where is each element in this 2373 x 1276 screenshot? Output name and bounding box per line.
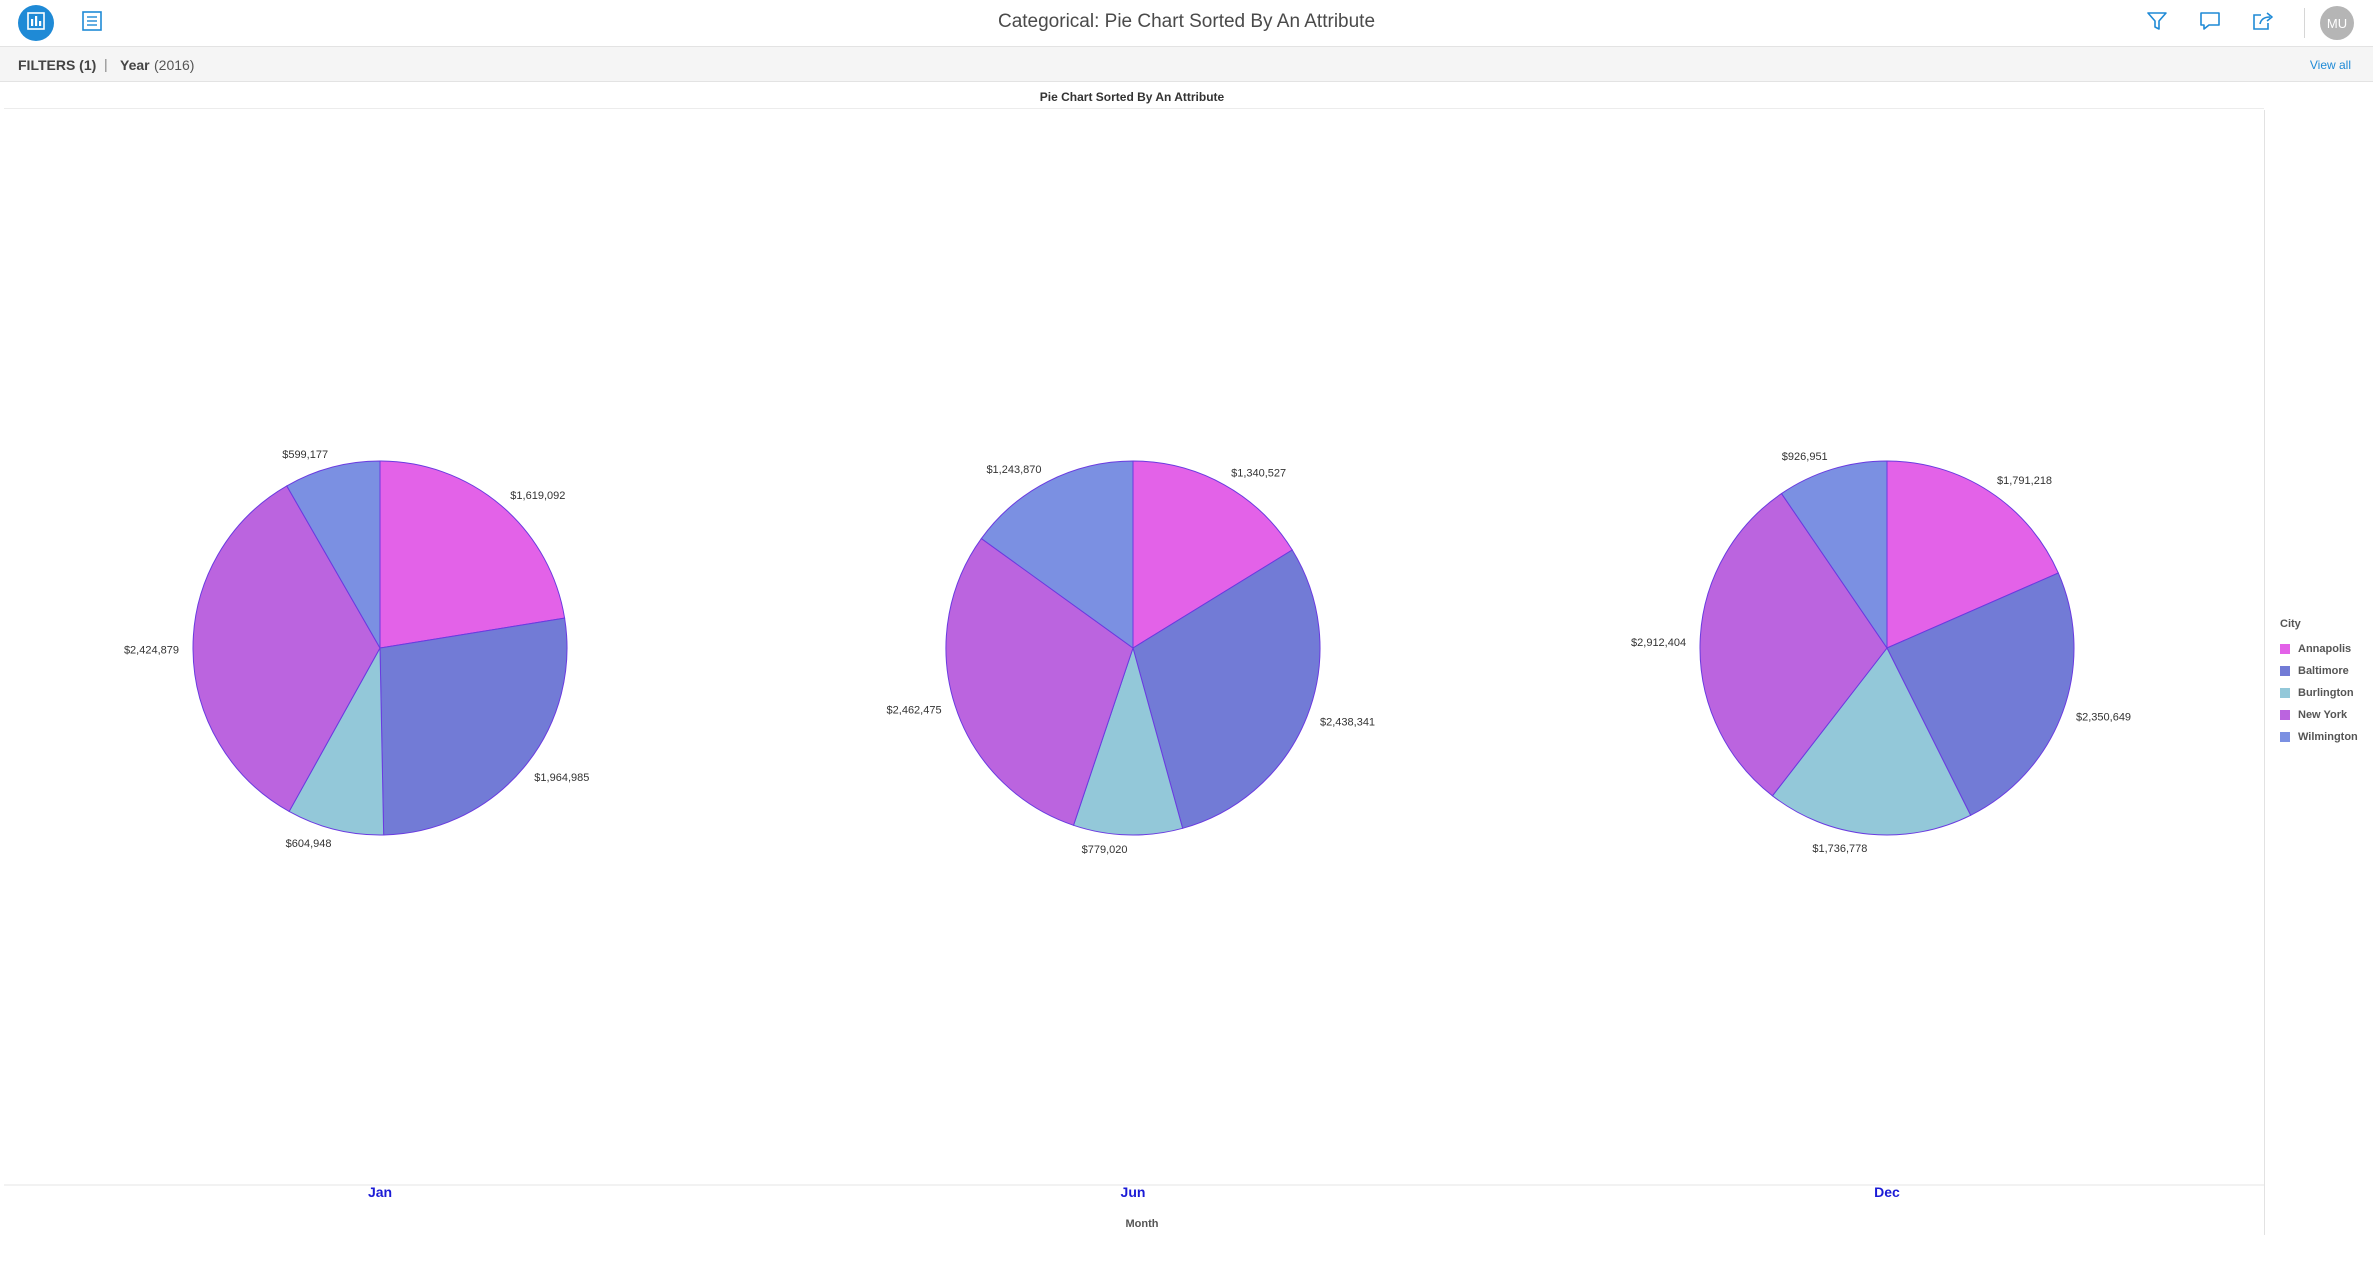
filter-year-name[interactable]: Year: [120, 57, 150, 73]
list-view-button[interactable]: [79, 10, 105, 36]
chart-view-button[interactable]: [18, 5, 54, 41]
list-view-icon: [81, 10, 103, 37]
share-icon: [2251, 10, 2275, 37]
legend-item[interactable]: Burlington: [2280, 682, 2358, 704]
pie-slice-dec-annapolis[interactable]: [1886, 460, 2059, 649]
pie-data-label: $2,462,475: [887, 705, 942, 717]
legend-item[interactable]: Annapolis: [2280, 638, 2358, 660]
pie-data-label: $1,964,985: [534, 772, 589, 784]
facet-label-jun[interactable]: Jun: [1121, 1184, 1146, 1200]
chart-title: Pie Chart Sorted By An Attribute: [1039, 90, 1225, 104]
toolbar-divider: [2304, 8, 2305, 38]
pie-slice-dec-burlington[interactable]: [1771, 647, 1972, 836]
pie-data-label: $599,177: [282, 449, 328, 461]
facet-label-dec[interactable]: Dec: [1874, 1184, 1900, 1200]
x-axis-title: Month: [1126, 1218, 1159, 1230]
pie-data-label: $1,791,218: [1997, 475, 2052, 487]
pie-slice-jun-annapolis[interactable]: [1132, 460, 1293, 649]
pie-jun: $1,340,527 $2,438,341 $779,020 $2,462,475 $1…: [887, 460, 1375, 856]
view-all-link[interactable]: View all: [2309, 58, 2351, 72]
legend: City Annapolis Baltimore Burlington New Yor…: [2280, 618, 2358, 748]
pie-data-label: $926,951: [1782, 451, 1828, 463]
chart-view-icon: [26, 11, 46, 36]
pie-slice-jun-wilmington[interactable]: [980, 460, 1134, 649]
facet-label-jan[interactable]: Jan: [368, 1184, 392, 1200]
legend-label: Annapolis: [2298, 643, 2352, 655]
legend-label: New York: [2298, 709, 2348, 721]
legend-divider: [2264, 110, 2265, 1235]
pie-slice-dec-new-york[interactable]: [1699, 492, 1888, 797]
legend-item[interactable]: Wilmington: [2280, 726, 2358, 748]
pie-slice-jun-burlington[interactable]: [1072, 646, 1184, 836]
top-bar: Categorical: Pie Chart Sorted By An Attr…: [0, 0, 2373, 47]
pie-dec: $1,791,218 $2,350,649 $1,736,778 $2,912,404…: [1631, 451, 2131, 855]
pie-data-label: $2,438,341: [1320, 717, 1375, 729]
pie-data-label: $2,350,649: [2076, 711, 2131, 723]
pie-data-label: $1,736,778: [1812, 843, 1867, 855]
pie-data-label: $1,243,870: [986, 464, 1041, 476]
filters-label[interactable]: FILTERS (1): [18, 57, 97, 73]
pie-slice-jan-annapolis[interactable]: [379, 460, 566, 649]
avatar[interactable]: MU: [2320, 6, 2354, 40]
page-title: Categorical: Pie Chart Sorted By An Attr…: [997, 11, 1376, 32]
legend-label: Burlington: [2298, 687, 2354, 699]
pie-data-label: $2,424,879: [124, 645, 179, 657]
chart-area: $1,619,092 $1,964,985 $604,948 $2,424,879 $5…: [0, 108, 2264, 1243]
pie-slice-jan-burlington[interactable]: [288, 646, 385, 836]
legend-label: Wilmington: [2298, 731, 2358, 743]
filter-icon: [2146, 10, 2168, 37]
pie-slice-jan-wilmington[interactable]: [286, 460, 381, 650]
share-button[interactable]: [2250, 10, 2276, 36]
legend-swatch: [2280, 710, 2290, 720]
pie-slice-dec-wilmington[interactable]: [1780, 460, 1888, 650]
pie-jan: $1,619,092 $1,964,985 $604,948 $2,424,879 $5…: [124, 449, 589, 850]
legend-swatch: [2280, 732, 2290, 742]
chart-frame: [4, 108, 2264, 109]
filter-bar: FILTERS (1) | Year (2016) View all: [0, 47, 2373, 82]
pie-data-label: $604,948: [286, 838, 332, 850]
legend-label: Baltimore: [2298, 665, 2349, 677]
filter-button[interactable]: [2144, 10, 2170, 36]
pie-data-label: $1,619,092: [510, 490, 565, 502]
legend-swatch: [2280, 666, 2290, 676]
legend-swatch: [2280, 688, 2290, 698]
pie-slice-jan-baltimore[interactable]: [379, 617, 568, 836]
comment-icon: [2199, 10, 2221, 37]
pie-data-label: $1,340,527: [1231, 468, 1286, 480]
pie-slice-jun-new-york[interactable]: [945, 537, 1134, 826]
legend-item[interactable]: New York: [2280, 704, 2358, 726]
legend-swatch: [2280, 644, 2290, 654]
pie-data-label: $779,020: [1082, 844, 1128, 856]
filters-separator: |: [104, 56, 108, 72]
pie-data-label: $2,912,404: [1631, 637, 1686, 649]
legend-item[interactable]: Baltimore: [2280, 660, 2358, 682]
pie-slice-jun-baltimore[interactable]: [1132, 549, 1321, 829]
legend-title: City: [2280, 618, 2301, 630]
comment-button[interactable]: [2197, 10, 2223, 36]
pie-chart-svg: $1,619,092 $1,964,985 $604,948 $2,424,879 $5…: [4, 449, 2264, 1230]
pie-slice-dec-baltimore[interactable]: [1886, 572, 2075, 816]
filter-year-value[interactable]: (2016): [154, 57, 195, 73]
